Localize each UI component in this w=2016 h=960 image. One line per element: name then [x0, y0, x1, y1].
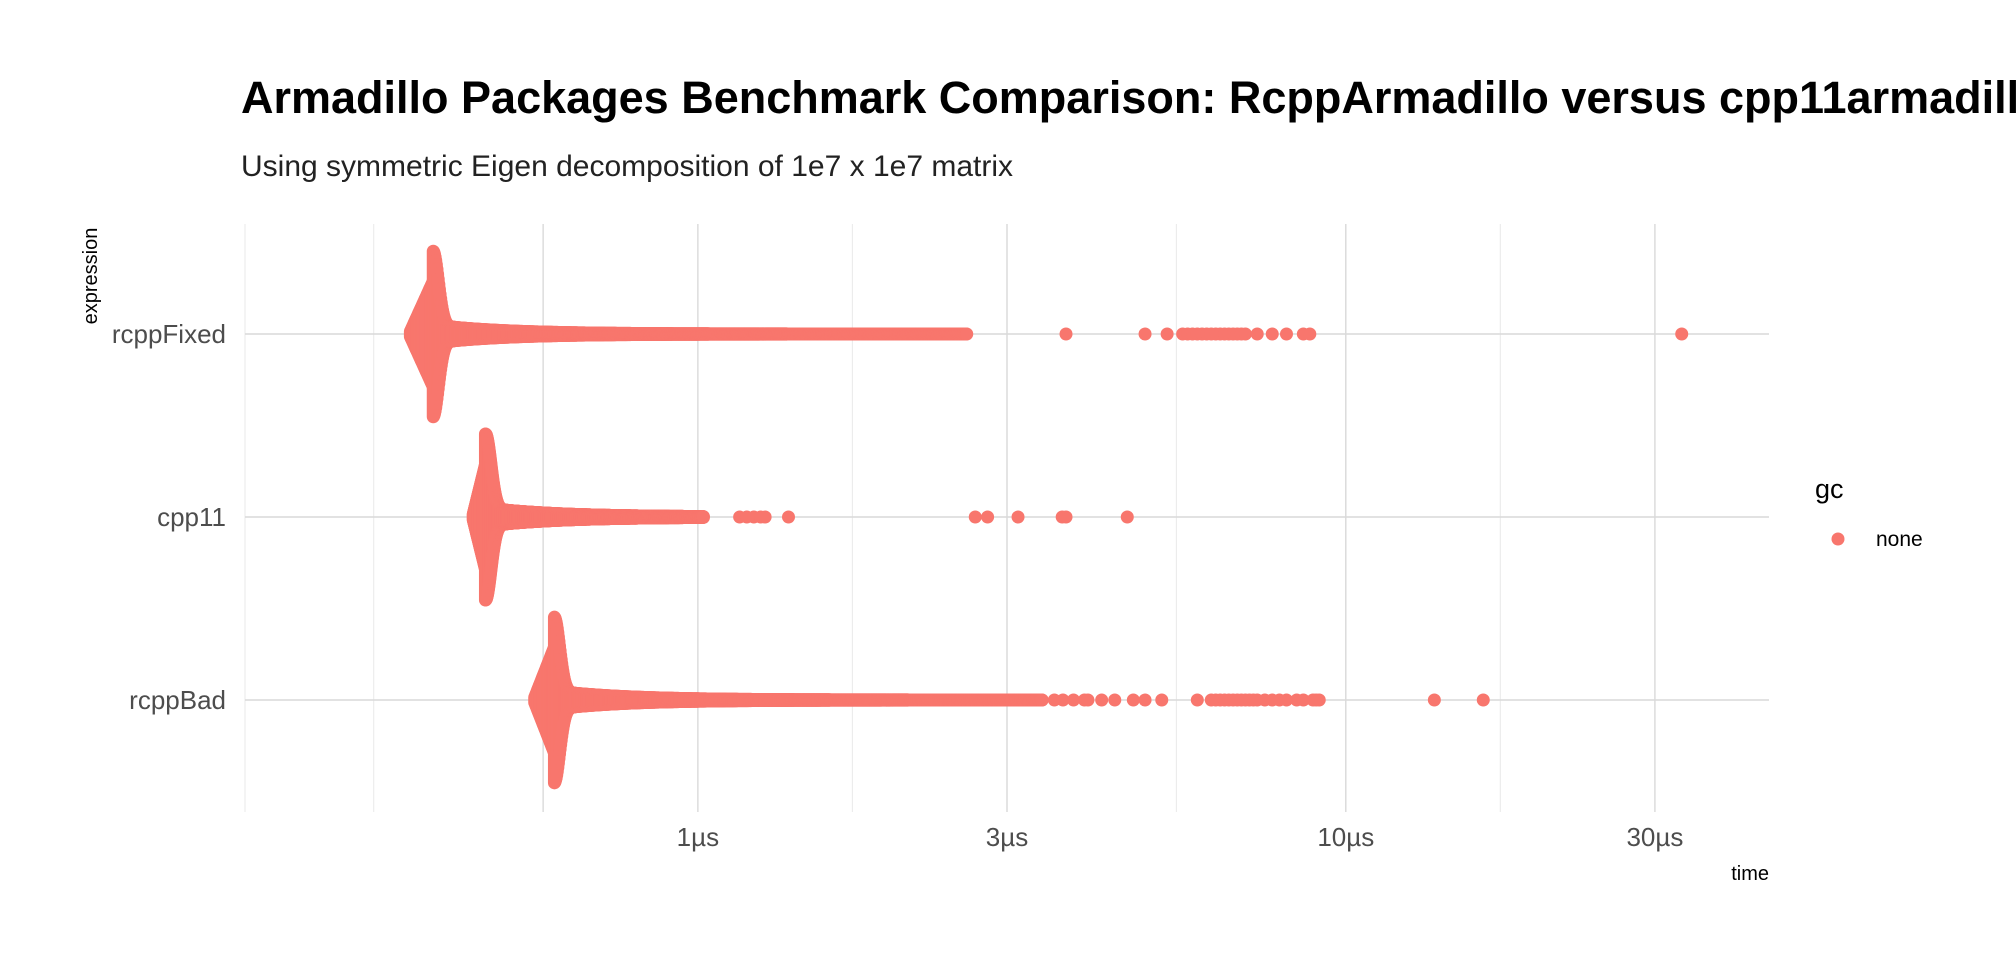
outlier-point [1238, 327, 1252, 341]
outlier-point [1296, 693, 1310, 707]
beeswarm-point [696, 510, 710, 524]
outlier-point [1108, 693, 1122, 707]
legend-title: gc [1815, 474, 1844, 504]
outlier-point [1155, 693, 1169, 707]
outlier-point [968, 510, 982, 524]
data-points [403, 244, 1689, 790]
y-tick-label-rcppBad: rcppBad [129, 685, 226, 715]
x-tick-label-10: 10µs [1317, 822, 1374, 852]
outlier-point [1279, 693, 1293, 707]
outlier-point [1190, 693, 1204, 707]
x-tick-label-30: 30µs [1626, 822, 1683, 852]
series-rcppFixed [403, 244, 1689, 424]
outlier-point [1250, 327, 1264, 341]
outlier-point [1138, 693, 1152, 707]
outlier-point [1675, 327, 1689, 341]
outlier-point [1160, 327, 1174, 341]
outlier-point [1279, 327, 1293, 341]
beeswarm-point [1035, 693, 1049, 707]
outlier-point [981, 510, 995, 524]
outlier-point [1059, 510, 1073, 524]
x-axis-label: time [1731, 863, 1769, 885]
chart-subtitle: Using symmetric Eigen decomposition of 1… [241, 150, 1013, 183]
outlier-point [1095, 693, 1109, 707]
outlier-point [758, 510, 772, 524]
outlier-point [1312, 693, 1326, 707]
y-tick-label-cpp11: cpp11 [157, 502, 226, 532]
legend: gc none [1815, 474, 1923, 551]
y-axis-label: expression [80, 228, 102, 325]
outlier-point [1067, 693, 1081, 707]
outlier-point [1427, 693, 1441, 707]
outlier-point [1138, 327, 1152, 341]
outlier-point [1081, 693, 1095, 707]
x-tick-label-3: 3µs [986, 822, 1028, 852]
outlier-point [1059, 327, 1073, 341]
outlier-point [1011, 510, 1025, 524]
chart-title: Armadillo Packages Benchmark Comparison:… [241, 72, 2016, 123]
outlier-point [1476, 693, 1490, 707]
y-tick-labels: rcppFixed cpp11 rcppBad [112, 319, 226, 715]
series-rcppBad [528, 610, 1490, 790]
series-cpp11 [466, 427, 1134, 607]
y-tick-label-rcppFixed: rcppFixed [112, 319, 226, 349]
legend-label-none: none [1876, 528, 1923, 551]
outlier-point [781, 510, 795, 524]
outlier-point [1120, 510, 1134, 524]
beeswarm-point [960, 327, 974, 341]
outlier-point [1303, 327, 1317, 341]
outlier-point [1265, 327, 1279, 341]
x-tick-labels: 1µs 3µs 10µs 30µs [677, 822, 1684, 852]
legend-key-none [1831, 532, 1845, 546]
outlier-point [1056, 693, 1070, 707]
x-tick-label-1: 1µs [677, 822, 719, 852]
outlier-point [1126, 693, 1140, 707]
